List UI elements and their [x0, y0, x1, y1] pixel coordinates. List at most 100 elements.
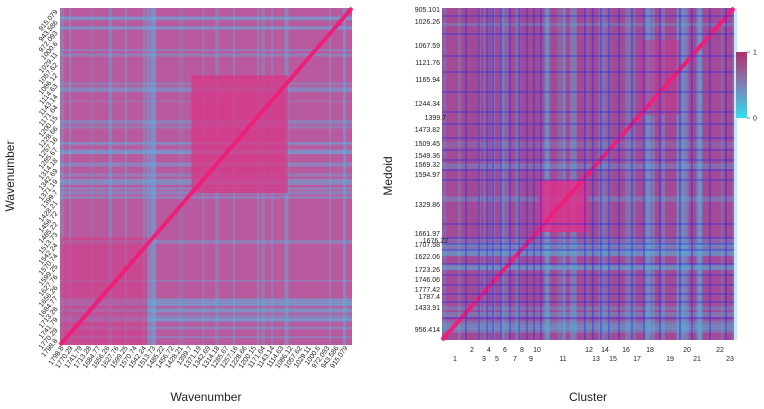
texture-band [442, 311, 734, 318]
texture-band [515, 8, 521, 340]
y-tick-label: 1433.91 [415, 305, 440, 312]
texture-band [624, 8, 632, 340]
y-tick-label: 1622.06 [415, 254, 440, 261]
texture-band [60, 336, 352, 338]
texture-band [69, 8, 71, 345]
y-tick-label: 1067.59 [415, 43, 440, 50]
texture-band [697, 8, 703, 340]
y-tick-label: 1569.32 [415, 162, 440, 169]
texture-band [60, 16, 352, 21]
texture-band [151, 8, 156, 345]
left-heatmap: Wavenumber Wavenumber [3, 6, 354, 404]
y-tick-label: 1549.36 [415, 153, 440, 160]
y-tick-label: 1121.76 [415, 60, 440, 67]
y-axis-title: Wavenumber [3, 141, 17, 212]
texture-band [442, 8, 447, 340]
heatmap-texture [440, 6, 738, 342]
texture-band [60, 316, 352, 322]
x-axis-title: Wavenumber [171, 390, 242, 404]
y-tick-label: 1787.4 [419, 294, 441, 301]
texture-band [499, 8, 505, 340]
texture-band [91, 8, 93, 345]
x-tick-label: 15 [609, 356, 617, 363]
y-tick-label: 1777.42 [415, 287, 440, 294]
x-tick-label: 16 [622, 347, 630, 354]
y-tick-label: 1723.26 [415, 267, 440, 274]
texture-band [60, 26, 352, 29]
texture-band [181, 8, 183, 345]
texture-band [546, 8, 551, 340]
texture-band [125, 8, 127, 345]
x-tick-label: 17 [633, 356, 641, 363]
texture-band [328, 8, 332, 345]
x-tick-label: 4 [487, 347, 491, 354]
texture-band [442, 325, 734, 331]
y-tick-label: 1707.58 [415, 242, 440, 249]
texture-band [562, 8, 566, 340]
texture-band [562, 8, 565, 340]
texture-band [60, 298, 352, 304]
heatmap-texture [58, 6, 354, 347]
texture-band [557, 8, 563, 340]
texture-band [60, 240, 352, 244]
texture-band [442, 320, 734, 328]
texture-band [458, 8, 461, 340]
x-axis-title: Cluster [569, 390, 607, 404]
texture-band [108, 8, 113, 345]
y-tick-label: 1399.7 [425, 115, 447, 122]
texture-band [652, 8, 655, 340]
texture-band [442, 306, 734, 311]
x-tick-label: 7 [513, 356, 517, 363]
texture-band [661, 8, 665, 340]
x-tick-label: 2 [470, 347, 474, 354]
right-heatmap: Cluster Medoid [381, 6, 747, 404]
texture-band [342, 8, 347, 345]
texture-band [483, 8, 488, 340]
texture-band [676, 8, 679, 340]
texture-band [442, 243, 734, 250]
y-tick-label: 1509.45 [415, 141, 440, 148]
texture-band [60, 314, 352, 317]
x-tick-label: 23 [726, 356, 734, 363]
y-tick-label: 1594.97 [415, 172, 440, 179]
texture-band [60, 196, 352, 199]
texture-band [491, 8, 496, 340]
colorbar-tick-label: 1 [753, 50, 757, 57]
y-tick-label: 1329.86 [415, 202, 440, 209]
y-tick-label: 1676.22 [423, 238, 448, 245]
x-tick-label: 9 [529, 356, 533, 363]
texture-band [679, 8, 686, 340]
x-tick-label: 11 [559, 356, 566, 363]
x-tick-label: 6 [503, 347, 507, 354]
texture-band [604, 8, 612, 340]
x-tick-label: 3 [482, 356, 486, 363]
x-tick-label: 22 [716, 347, 724, 354]
texture-band [732, 8, 738, 340]
texture-band [630, 8, 636, 340]
x-tick-label: 8 [520, 347, 524, 354]
x-tick-label: 5 [495, 356, 499, 363]
texture-band [720, 8, 724, 340]
x-tick-label: 12 [585, 347, 593, 354]
texture-band [698, 8, 702, 340]
texture-band [442, 263, 734, 270]
y-tick-label: 905.101 [415, 7, 440, 14]
x-tick-label: 18 [646, 347, 654, 354]
texture-band [60, 280, 352, 282]
texture-band [60, 53, 352, 57]
texture-band [178, 8, 181, 345]
x-tick-label: 20 [683, 347, 691, 354]
texture-band [442, 238, 734, 241]
texture-band [60, 319, 352, 323]
texture-band [442, 327, 734, 333]
texture-band [682, 8, 689, 340]
y-tick-label: 1473.82 [415, 127, 440, 134]
texture-band [142, 8, 146, 345]
texture-band [569, 8, 577, 340]
texture-band [146, 8, 151, 345]
texture-band [442, 266, 734, 271]
texture-band [60, 318, 352, 320]
texture-band [442, 249, 734, 256]
